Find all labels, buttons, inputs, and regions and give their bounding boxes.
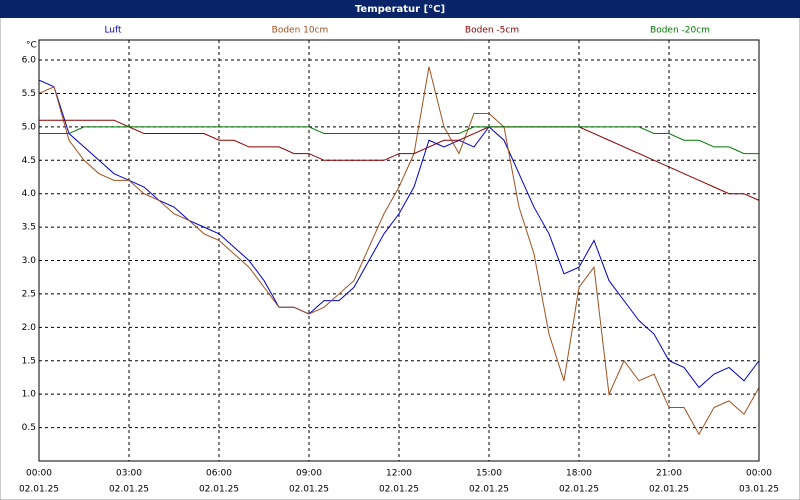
plot-border	[38, 39, 760, 462]
x-tick-date: 02.01.25	[109, 485, 149, 495]
x-tick-date: 02.01.25	[289, 485, 329, 495]
series-line	[39, 126, 759, 155]
legend-entry: Boden -5cm	[465, 26, 519, 36]
x-tick-label: 15:00	[476, 469, 502, 479]
y-tick-label: 2.5	[22, 289, 36, 299]
y-tick-label: 1.0	[22, 390, 37, 400]
x-tick-label: 06:00	[206, 469, 232, 479]
y-tick-label: 5.0	[22, 122, 37, 132]
x-tick-label: 09:00	[296, 469, 322, 479]
x-tick-date: 02.01.25	[199, 485, 239, 495]
chart-title: Temperatur [°C]	[355, 4, 445, 15]
y-tick-label: 4.5	[22, 156, 36, 166]
y-tick-label: 4.0	[22, 189, 37, 199]
y-tick-label: 3.0	[22, 256, 37, 266]
legend-entry: Boden 10cm	[272, 26, 329, 36]
y-tick-label: 2.0	[22, 323, 37, 333]
x-tick-label: 18:00	[566, 469, 592, 479]
legend-entry: Boden -20cm	[650, 26, 710, 36]
series-line	[39, 119, 760, 201]
x-tick-date: 02.01.25	[649, 485, 689, 495]
x-tick-label: 00:00	[26, 469, 52, 479]
legend-entry: Luft	[104, 26, 122, 36]
y-unit: °C	[26, 41, 37, 51]
y-tick-label: 6.0	[22, 56, 37, 66]
y-tick-label: 3.5	[22, 223, 36, 233]
x-tick-date: 02.01.25	[469, 485, 509, 495]
x-tick-date: 02.01.25	[379, 485, 419, 495]
x-tick-date: 03.01.25	[739, 485, 779, 495]
series-line	[38, 66, 760, 436]
x-tick-date: 02.01.25	[19, 485, 59, 495]
x-tick-date: 02.01.25	[559, 485, 599, 495]
y-tick-label: 5.5	[22, 89, 36, 99]
y-tick-label: 1.5	[22, 356, 36, 366]
y-tick-label: 0.5	[22, 423, 36, 433]
x-tick-label: 21:00	[656, 469, 682, 479]
x-tick-label: 12:00	[386, 469, 412, 479]
title-bar	[0, 0, 800, 18]
x-tick-label: 03:00	[116, 469, 142, 479]
x-tick-label: 00:00	[746, 469, 772, 479]
